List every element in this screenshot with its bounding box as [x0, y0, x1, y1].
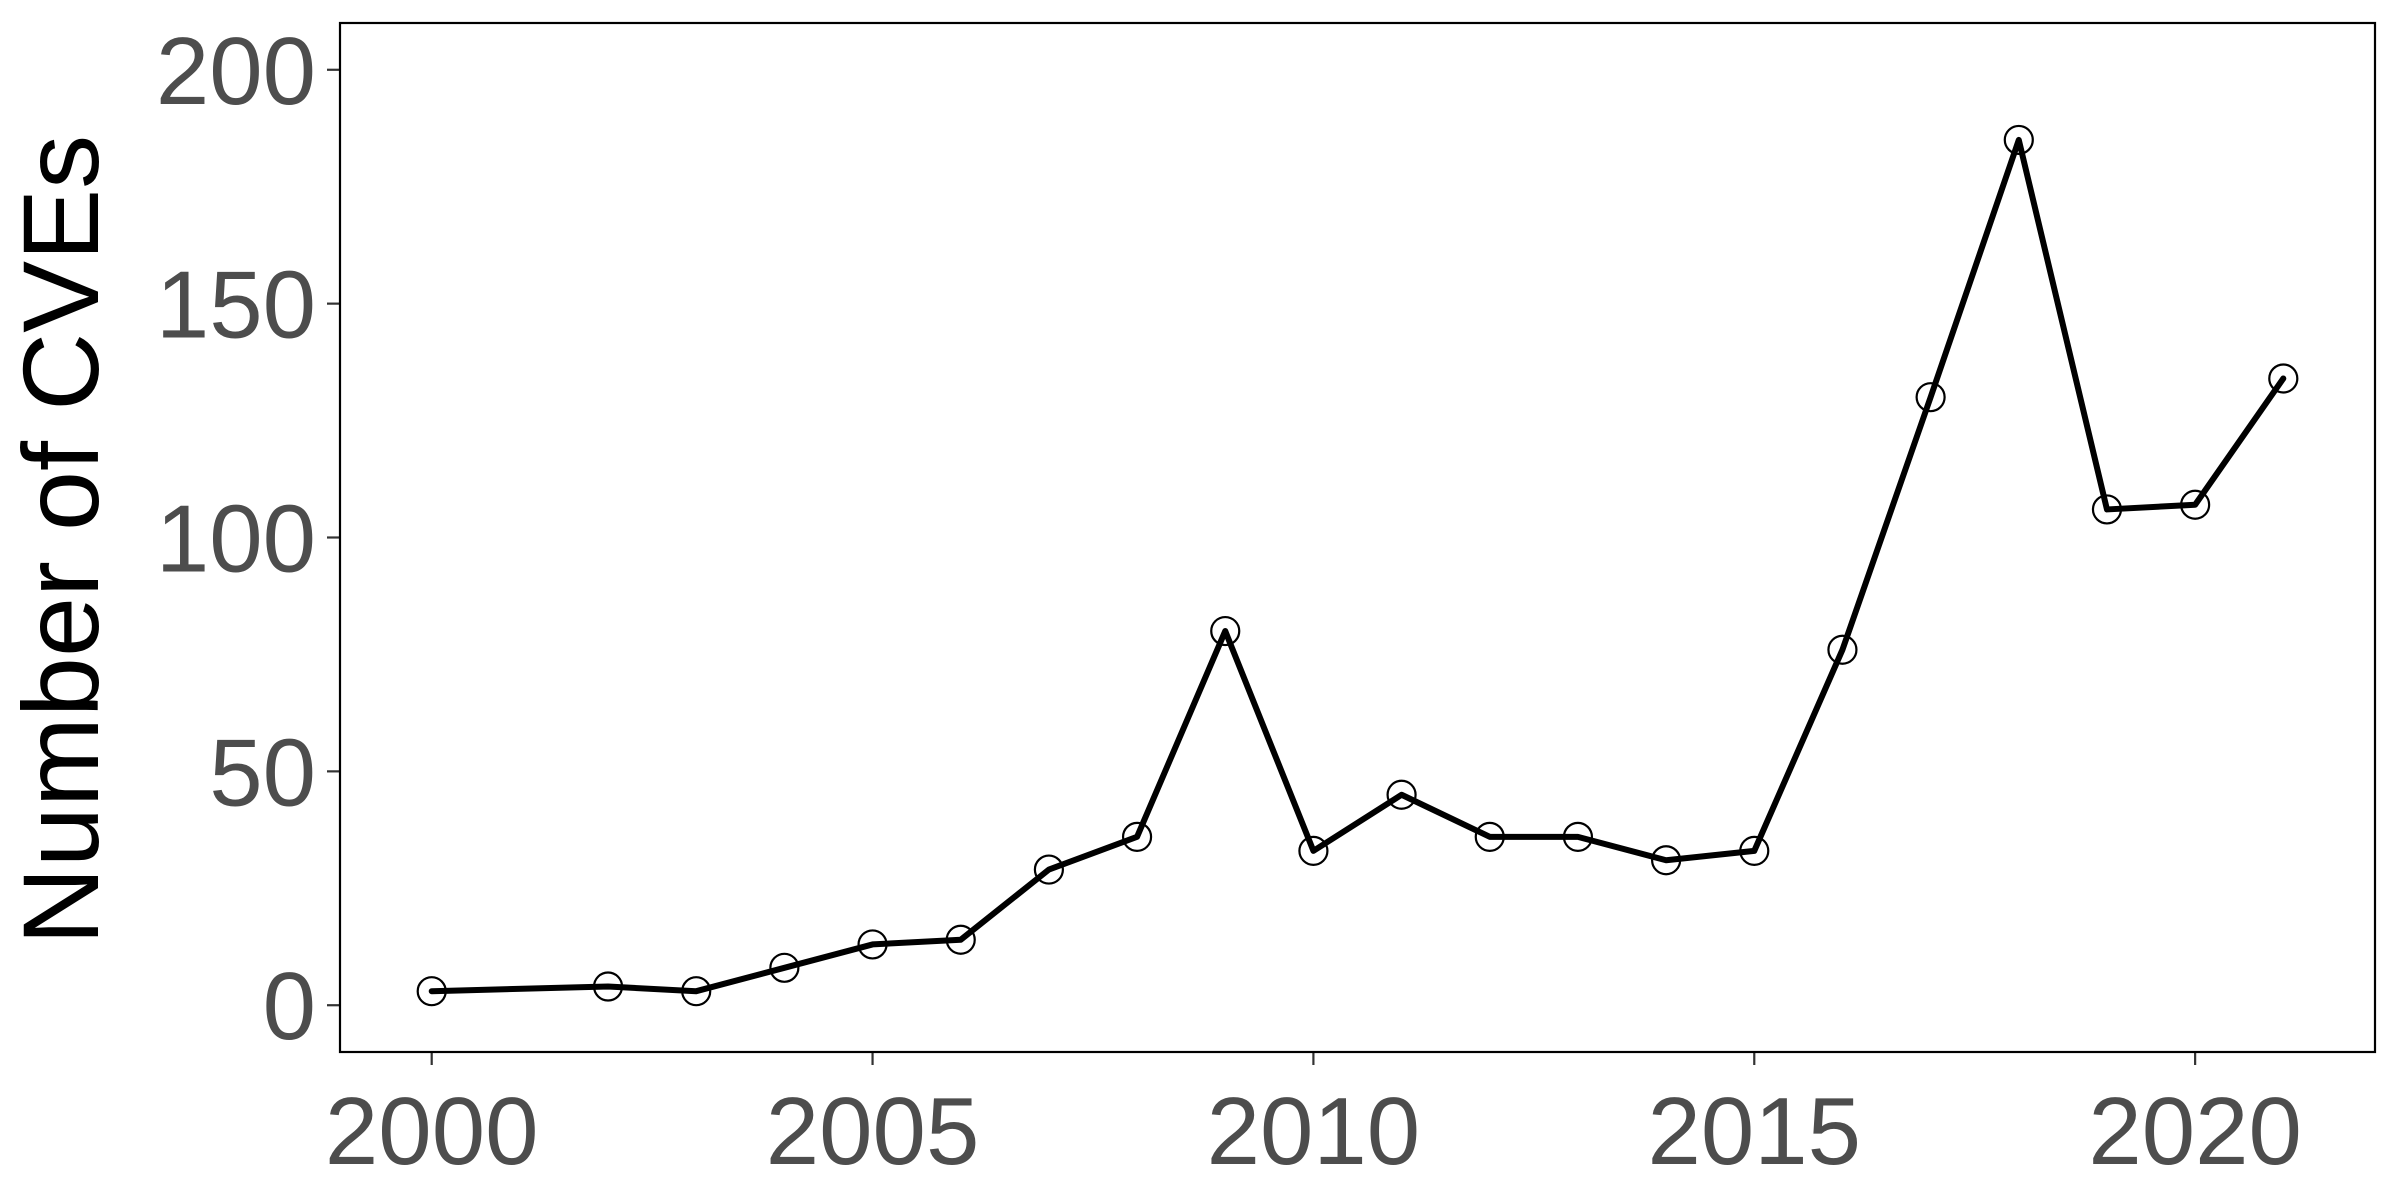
data-point [945, 924, 976, 955]
plot-border [338, 21, 2377, 1054]
data-point [2091, 494, 2123, 525]
data-point [769, 952, 800, 983]
y-tick-label: 200 [156, 18, 316, 125]
y-axis: 0 50 100 150 200 [156, 18, 340, 1060]
data-point [2180, 489, 2211, 520]
data-point [1651, 845, 1682, 876]
y-tick-label: 150 [156, 252, 316, 359]
data-point [1033, 854, 1064, 885]
x-tick-label: 2005 [766, 1078, 980, 1185]
y-tick-label: 0 [263, 953, 316, 1060]
y-axis-title: Number of CVEs [0, 135, 121, 945]
x-tick-label: 2020 [2088, 1078, 2302, 1185]
y-tick-label: 100 [156, 486, 316, 593]
data-point [1562, 821, 1594, 852]
y-axis-title-group: Number of CVEs [0, 135, 121, 945]
y-tick-label: 50 [209, 719, 316, 826]
x-tick-label: 2000 [325, 1078, 539, 1185]
data-point [2003, 124, 2034, 156]
data-point [857, 929, 888, 960]
x-tick-label: 2015 [1647, 1078, 1861, 1185]
x-tick-label: 2010 [1207, 1078, 1421, 1185]
x-axis: 2000 2005 2010 2015 2020 [325, 1052, 2302, 1185]
data-point [1827, 634, 1858, 665]
series-line [428, 136, 2287, 995]
data-point [1474, 821, 1505, 852]
data-point [681, 976, 712, 1007]
data-point [1386, 779, 1417, 810]
data-point [1210, 615, 1241, 647]
data-point [2268, 363, 2299, 394]
data-point [1915, 382, 1946, 413]
data-point [1121, 821, 1153, 852]
data-point [592, 971, 624, 1002]
data-point [1739, 835, 1770, 866]
data-point [416, 976, 447, 1007]
data-point [1298, 835, 1329, 866]
plot-area [338, 21, 2377, 1054]
